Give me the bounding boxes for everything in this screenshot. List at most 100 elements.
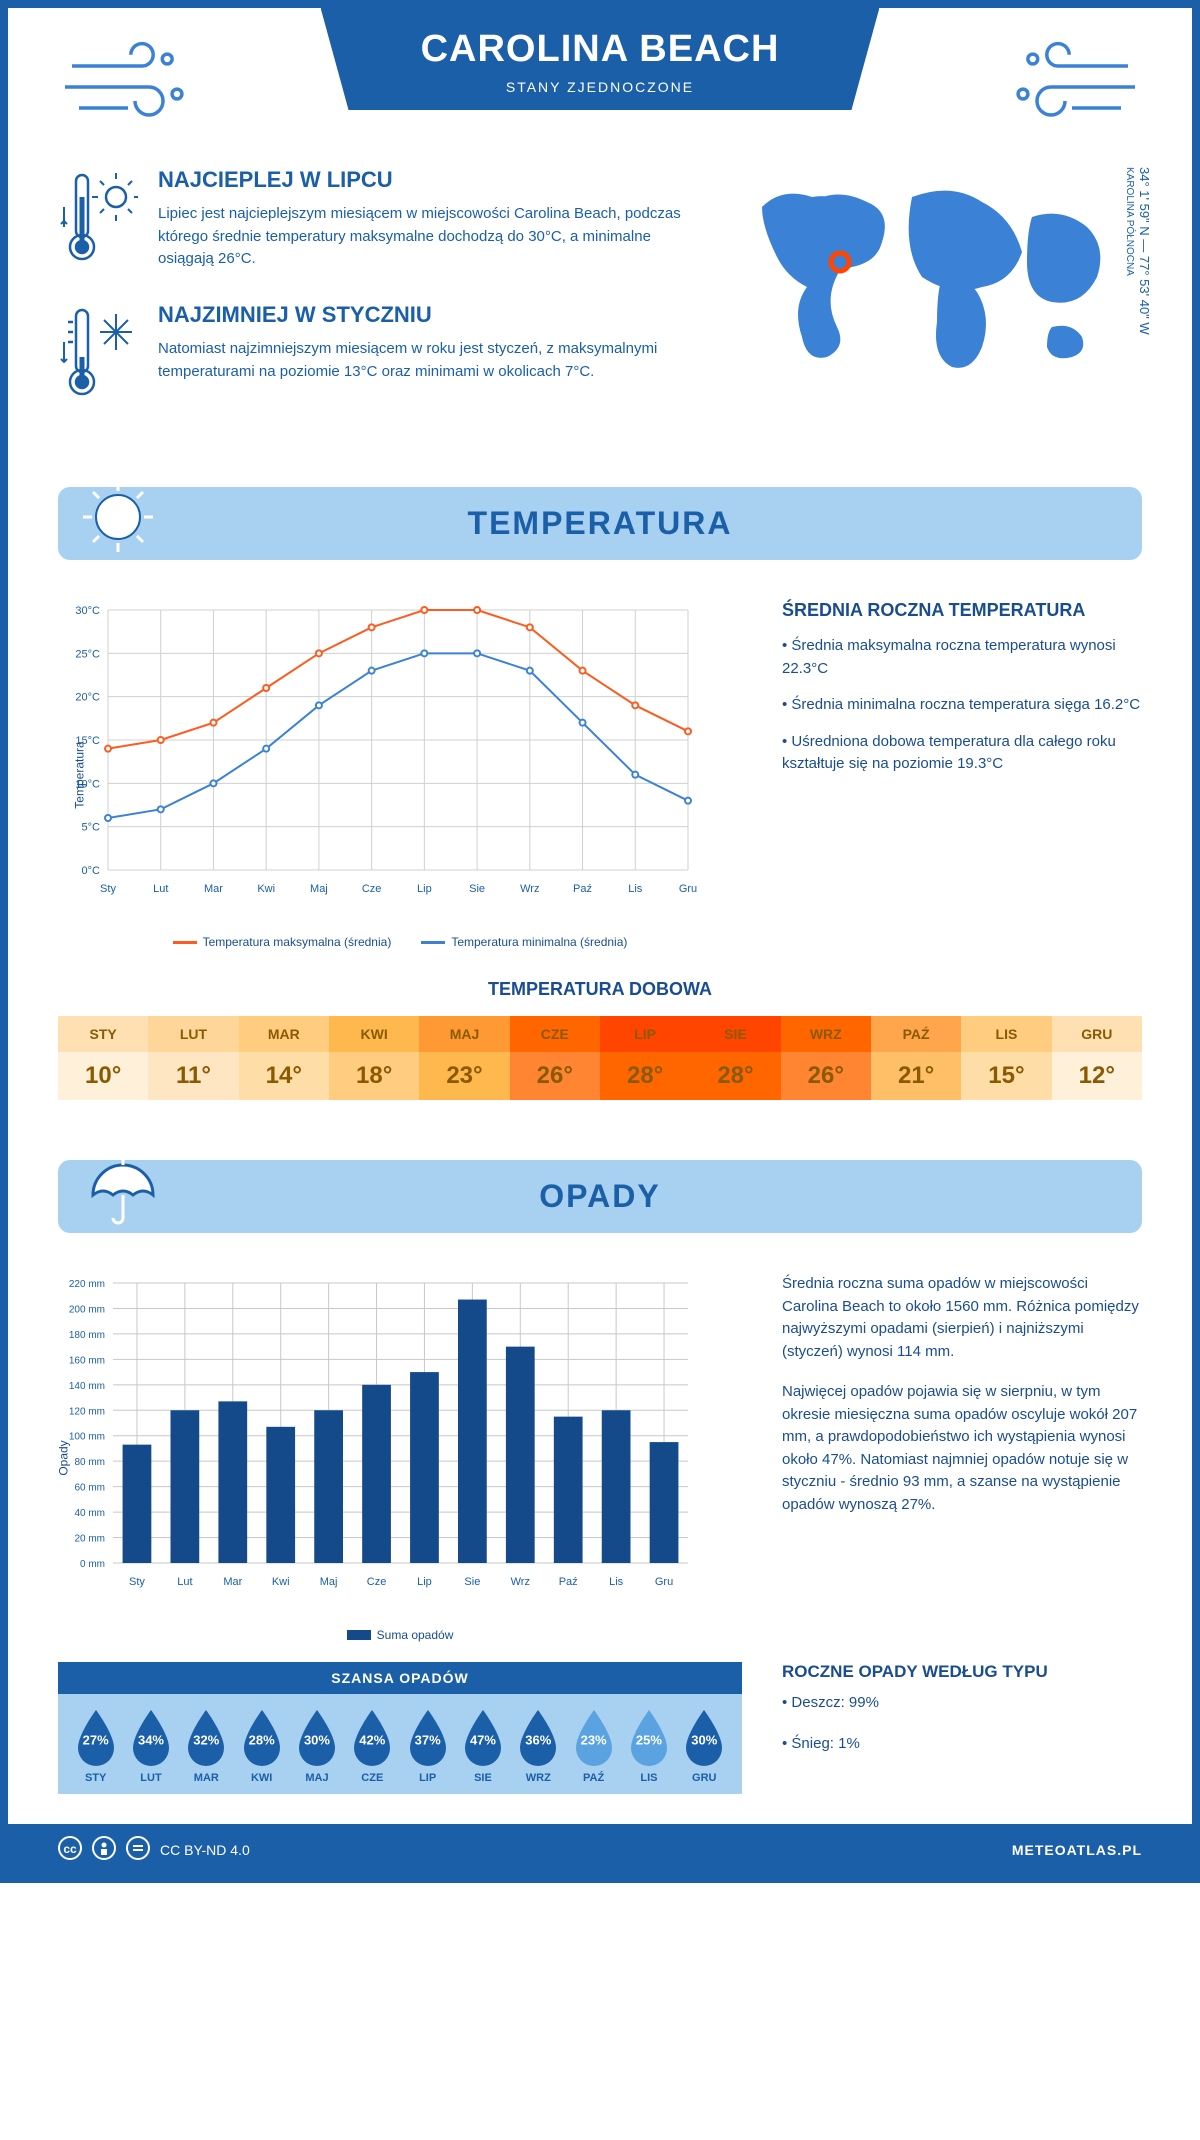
rc-month-label: KWI — [238, 1772, 286, 1784]
raindrop-icon: 36% — [514, 1708, 562, 1766]
svg-text:Cze: Cze — [367, 1576, 387, 1588]
svg-text:Lip: Lip — [417, 883, 432, 895]
drop-pct: 25% — [636, 1732, 662, 1747]
thermometer-hot-icon — [58, 167, 138, 272]
svg-text:Maj: Maj — [310, 883, 328, 895]
temp-info-1: • Średnia maksymalna roczna temperatura … — [782, 635, 1142, 680]
world-map-icon — [722, 167, 1142, 407]
rain-chance-panel: SZANSA OPADÓW 27% STY 34% LUT 32% — [58, 1662, 742, 1794]
dt-value-cell: 26° — [510, 1052, 600, 1100]
legend-swatch-min — [421, 941, 445, 944]
raindrop-icon: 30% — [680, 1708, 728, 1766]
svg-text:120 mm: 120 mm — [69, 1406, 105, 1417]
drop-pct: 32% — [193, 1732, 219, 1747]
rain-chance-title: SZANSA OPADÓW — [58, 1662, 742, 1694]
dt-month-cell: STY — [58, 1016, 148, 1052]
svg-text:Lis: Lis — [609, 1576, 624, 1588]
wind-icon-left — [58, 38, 198, 127]
legend-max: Temperatura maksymalna (średnia) — [173, 935, 392, 949]
svg-text:Gru: Gru — [679, 883, 697, 895]
rain-body: Opady 0 mm20 mm40 mm60 mm80 mm100 mm120 … — [8, 1253, 1192, 1662]
rc-month-label: LIP — [404, 1772, 452, 1784]
daily-temp-section: TEMPERATURA DOBOWA STYLUTMARKWIMAJCZELIP… — [8, 969, 1192, 1140]
svg-text:5°C: 5°C — [82, 822, 101, 834]
svg-text:Wrz: Wrz — [520, 883, 539, 895]
footer: cc CC BY-ND 4.0 METEOATLAS.PL — [8, 1824, 1192, 1875]
svg-text:Sie: Sie — [469, 883, 485, 895]
dt-value-cell: 26° — [781, 1052, 871, 1100]
svg-text:40 mm: 40 mm — [74, 1508, 105, 1519]
rain-type-info: ROCZNE OPADY WEDŁUG TYPU • Deszcz: 99% •… — [782, 1662, 1142, 1794]
svg-text:Lip: Lip — [417, 1576, 432, 1588]
svg-text:Sty: Sty — [129, 1576, 145, 1588]
legend-swatch-rain — [347, 1630, 371, 1640]
dt-month-cell: WRZ — [781, 1016, 871, 1052]
rain-bar-chart: 0 mm20 mm40 mm60 mm80 mm100 mm120 mm140 … — [58, 1273, 698, 1613]
legend-min-label: Temperatura minimalna (średnia) — [451, 935, 627, 949]
rc-month-label: STY — [72, 1772, 120, 1784]
dt-month-cell: GRU — [1052, 1016, 1142, 1052]
rain-legend: Suma opadów — [58, 1628, 742, 1642]
svg-text:180 mm: 180 mm — [69, 1330, 105, 1341]
rain-chance-item: 42% CZE — [348, 1708, 396, 1784]
rain-para2: Najwięcej opadów pojawia się w sierpniu,… — [782, 1381, 1142, 1516]
drop-pct: 37% — [415, 1732, 441, 1747]
page-subtitle: STANY ZJEDNOCZONE — [421, 79, 780, 95]
coordinates: 34° 1' 59" N — 77° 53' 40" W KAROLINA PÓ… — [1122, 167, 1152, 335]
temp-section-header: TEMPERATURA — [58, 487, 1142, 560]
temp-chart-container: Temperatura 0°C5°C10°C15°C20°C25°C30°CSt… — [58, 600, 742, 949]
svg-text:Kwi: Kwi — [272, 1576, 290, 1588]
svg-text:Lis: Lis — [628, 883, 643, 895]
rc-month-label: GRU — [680, 1772, 728, 1784]
rc-month-label: MAJ — [293, 1772, 341, 1784]
nd-icon — [126, 1836, 150, 1863]
hottest-text: Lipiec jest najcieplejszym miesiącem w m… — [158, 203, 682, 271]
svg-text:Kwi: Kwi — [257, 883, 275, 895]
rain-chance-body: 27% STY 34% LUT 32% MAR — [58, 1694, 742, 1794]
coldest-text: Natomiast najzimniejszym miesiącem w rok… — [158, 338, 682, 383]
raindrop-icon: 30% — [293, 1708, 341, 1766]
drop-pct: 28% — [249, 1732, 275, 1747]
svg-text:20°C: 20°C — [75, 692, 100, 704]
svg-text:200 mm: 200 mm — [69, 1304, 105, 1315]
drop-pct: 47% — [470, 1732, 496, 1747]
intro-left: NAJCIEPLEJ W LIPCU Lipiec jest najcieple… — [58, 167, 682, 437]
svg-text:Maj: Maj — [320, 1576, 338, 1588]
dt-month-cell: MAJ — [419, 1016, 509, 1052]
drop-pct: 34% — [138, 1732, 164, 1747]
rain-chance-item: 30% GRU — [680, 1708, 728, 1784]
svg-text:Paź: Paź — [573, 883, 592, 895]
rain-para1: Średnia roczna suma opadów w miejscowośc… — [782, 1273, 1142, 1363]
rain-chance-item: 23% PAŹ — [570, 1708, 618, 1784]
raindrop-icon: 27% — [72, 1708, 120, 1766]
svg-text:Paź: Paź — [559, 1576, 578, 1588]
raindrop-icon: 28% — [238, 1708, 286, 1766]
rain-title: OPADY — [76, 1178, 1124, 1215]
intro-section: NAJCIEPLEJ W LIPCU Lipiec jest najcieple… — [8, 167, 1192, 467]
dt-month-cell: LIP — [600, 1016, 690, 1052]
dt-value-cell: 15° — [961, 1052, 1051, 1100]
temp-title: TEMPERATURA — [76, 505, 1124, 542]
dt-value-cell: 28° — [600, 1052, 690, 1100]
daily-temp-values-row: 10°11°14°18°23°26°28°28°26°21°15°12° — [58, 1052, 1142, 1100]
svg-text:30°C: 30°C — [75, 605, 100, 617]
svg-text:60 mm: 60 mm — [74, 1483, 105, 1494]
dt-month-cell: CZE — [510, 1016, 600, 1052]
license-text: CC BY-ND 4.0 — [160, 1842, 250, 1858]
cc-icon: cc — [58, 1836, 82, 1863]
dt-month-cell: LUT — [148, 1016, 238, 1052]
legend-min: Temperatura minimalna (średnia) — [421, 935, 627, 949]
rain-chance-item: 37% LIP — [404, 1708, 452, 1784]
header: CAROLINA BEACH STANY ZJEDNOCZONE — [8, 8, 1192, 167]
rc-month-label: WRZ — [514, 1772, 562, 1784]
sun-icon — [78, 477, 158, 557]
license-block: cc CC BY-ND 4.0 — [58, 1836, 250, 1863]
svg-text:0°C: 0°C — [82, 865, 101, 877]
raindrop-icon: 25% — [625, 1708, 673, 1766]
svg-text:Mar: Mar — [223, 1576, 242, 1588]
rain-chance-item: 28% KWI — [238, 1708, 286, 1784]
daily-temp-title: TEMPERATURA DOBOWA — [58, 979, 1142, 1000]
dt-month-cell: PAŹ — [871, 1016, 961, 1052]
drop-pct: 23% — [581, 1732, 607, 1747]
rain-ylabel: Opady — [57, 1440, 71, 1475]
